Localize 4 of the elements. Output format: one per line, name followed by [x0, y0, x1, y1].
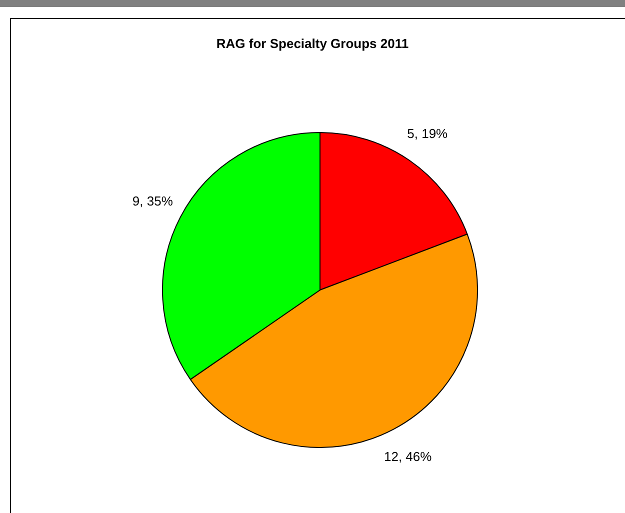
- chart-title: RAG for Specialty Groups 2011: [215, 36, 410, 51]
- data-label: 5, 19%: [407, 126, 448, 142]
- data-label: 9, 35%: [132, 194, 174, 209]
- data-label: 12, 46%: [384, 448, 432, 464]
